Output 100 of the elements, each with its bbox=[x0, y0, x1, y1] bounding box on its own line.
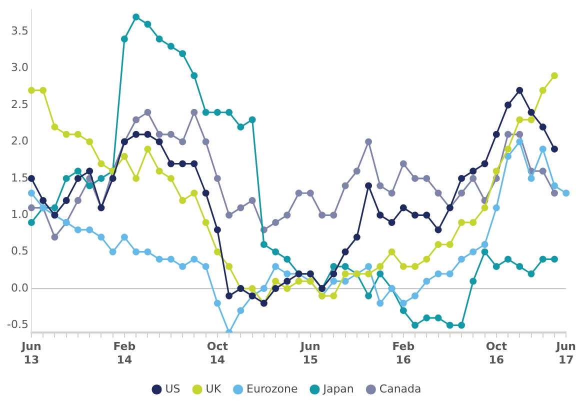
point bbox=[446, 241, 454, 248]
point bbox=[528, 270, 535, 278]
point bbox=[388, 190, 396, 197]
point bbox=[144, 248, 152, 256]
y-tick-label: 2.5 bbox=[10, 98, 28, 111]
y-tick-label: 3.0 bbox=[10, 61, 28, 74]
x-tick-label: Oct 14 bbox=[206, 340, 228, 366]
point bbox=[132, 116, 140, 124]
point bbox=[132, 130, 140, 138]
point bbox=[86, 226, 94, 234]
point bbox=[120, 234, 128, 241]
point bbox=[156, 256, 163, 263]
point bbox=[504, 152, 512, 160]
point bbox=[144, 20, 152, 28]
point bbox=[190, 72, 198, 80]
point bbox=[284, 256, 291, 263]
point bbox=[516, 130, 524, 138]
point bbox=[120, 35, 128, 42]
point bbox=[376, 212, 384, 219]
point bbox=[74, 130, 82, 138]
point bbox=[423, 278, 430, 285]
x-tick-label: Feb 14 bbox=[113, 340, 136, 366]
point bbox=[86, 168, 94, 175]
point bbox=[98, 160, 105, 168]
point bbox=[295, 190, 302, 197]
point bbox=[400, 307, 407, 314]
point bbox=[86, 138, 94, 146]
point bbox=[423, 314, 430, 322]
point bbox=[144, 108, 152, 116]
point bbox=[226, 263, 233, 270]
point bbox=[214, 108, 221, 116]
point bbox=[400, 263, 407, 270]
point bbox=[226, 292, 233, 300]
point bbox=[539, 168, 546, 175]
point bbox=[539, 86, 546, 94]
point bbox=[342, 278, 349, 285]
point bbox=[51, 234, 58, 241]
point bbox=[202, 190, 210, 197]
point bbox=[109, 174, 116, 182]
point bbox=[109, 248, 116, 256]
point bbox=[516, 263, 524, 270]
point bbox=[202, 218, 210, 226]
point bbox=[202, 138, 210, 146]
point bbox=[62, 174, 70, 182]
point bbox=[284, 278, 291, 285]
point bbox=[144, 146, 152, 153]
point bbox=[74, 174, 82, 182]
legend-label: UK bbox=[206, 382, 222, 396]
point bbox=[214, 226, 221, 234]
point bbox=[190, 256, 198, 263]
point bbox=[295, 278, 302, 285]
point bbox=[306, 190, 314, 197]
point bbox=[423, 212, 430, 219]
point bbox=[470, 174, 477, 182]
point bbox=[179, 50, 186, 58]
point bbox=[481, 160, 488, 168]
point bbox=[86, 182, 94, 190]
point bbox=[446, 270, 454, 278]
point bbox=[179, 138, 186, 146]
legend-label: Canada bbox=[379, 382, 422, 396]
point bbox=[434, 241, 442, 248]
point bbox=[412, 174, 419, 182]
point bbox=[458, 218, 466, 226]
point bbox=[504, 256, 512, 263]
point bbox=[528, 108, 535, 116]
x-tick-label: Jun 17 bbox=[555, 340, 576, 366]
point bbox=[400, 300, 407, 307]
point bbox=[190, 108, 198, 116]
point bbox=[28, 190, 35, 197]
point bbox=[28, 86, 35, 94]
point bbox=[167, 130, 174, 138]
x-tick-label: Oct 16 bbox=[486, 340, 507, 366]
y-tick-label: 1.0 bbox=[10, 208, 28, 222]
point bbox=[284, 270, 291, 278]
point bbox=[551, 182, 558, 190]
point bbox=[226, 108, 233, 116]
point bbox=[481, 248, 488, 256]
point bbox=[470, 278, 477, 285]
point bbox=[539, 146, 546, 153]
y-tick-label: 2.0 bbox=[10, 134, 28, 148]
point bbox=[551, 72, 558, 80]
legend-label: Eurozone bbox=[246, 382, 298, 396]
point bbox=[434, 270, 442, 278]
point bbox=[214, 174, 221, 182]
point bbox=[120, 152, 128, 160]
x-tick-label: Jun 15 bbox=[300, 340, 320, 366]
point bbox=[400, 204, 407, 212]
point bbox=[353, 234, 360, 241]
point bbox=[62, 130, 70, 138]
point bbox=[400, 160, 407, 168]
point bbox=[388, 218, 396, 226]
point bbox=[504, 102, 512, 109]
point bbox=[481, 204, 488, 212]
point bbox=[237, 204, 244, 212]
y-tick-label: 0.5 bbox=[10, 244, 28, 258]
point bbox=[167, 256, 174, 263]
point bbox=[551, 190, 558, 197]
point bbox=[470, 218, 477, 226]
point bbox=[74, 226, 82, 234]
point bbox=[412, 263, 419, 270]
